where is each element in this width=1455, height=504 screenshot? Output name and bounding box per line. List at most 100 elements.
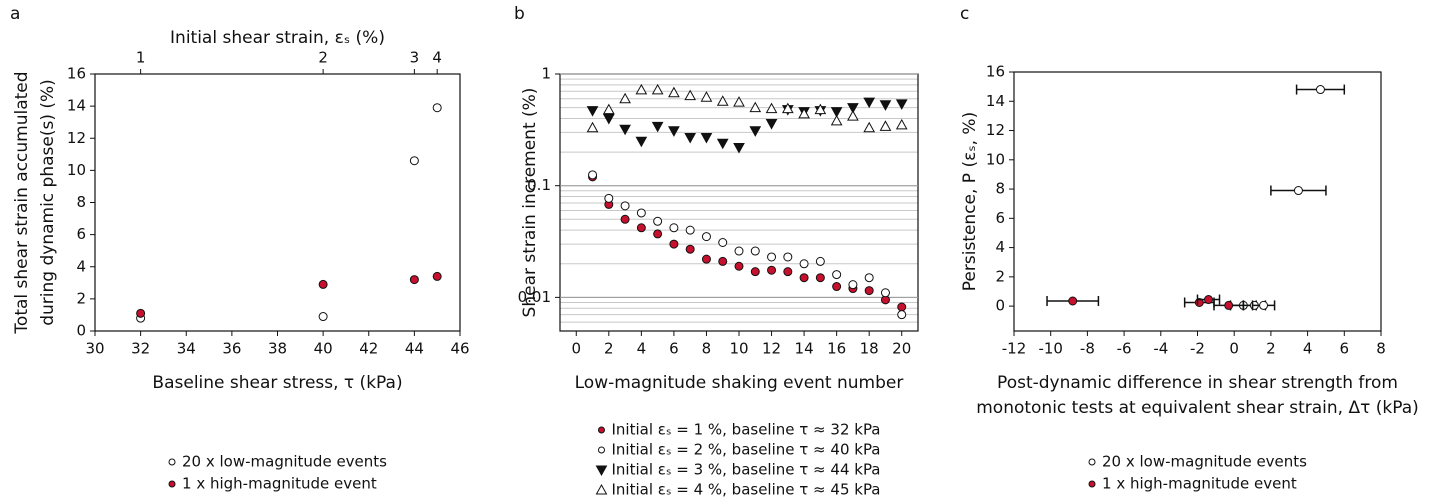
marker [750,267,760,277]
marker [653,229,663,239]
marker [734,261,744,271]
x-tick-label: 42 [359,340,378,358]
y-tick-label: 2 [995,267,1005,285]
legend-marker [595,465,608,477]
y-tick-label: 0 [995,297,1005,315]
marker [716,138,729,150]
plot-frame [1013,71,1382,332]
legend-marker [1088,458,1096,466]
marker [847,110,859,121]
y-tick-label: 10 [986,150,1005,168]
x-tick-label: 6 [1340,340,1350,358]
panel-label: b [514,4,525,24]
marker [668,86,680,98]
marker [897,310,907,320]
legend-label: Initial εₛ = 4 %, baseline τ ≈ 45 kPa [611,481,880,499]
y-tick-label: 10 [67,161,86,179]
legend-label: Initial εₛ = 1 %, baseline τ ≈ 32 kPa [611,421,880,439]
legend-label: 1 x high-magnitude event [182,475,377,493]
marker [863,121,876,133]
marker [1315,85,1325,95]
marker [733,142,745,154]
legend-marker [168,458,176,466]
marker [136,308,146,318]
marker [830,114,843,126]
marker [798,107,810,119]
x-tick-label: 8 [702,340,712,358]
marker [848,280,858,290]
marker [684,89,697,101]
y-axis-label: Shear strain increment (%) [520,88,540,318]
legend-marker [597,426,605,434]
marker [863,97,876,109]
x-axis-label: Baseline shear stress, τ (kPa) [152,373,402,393]
top-x-tick-label: 3 [410,49,420,67]
x-tick-label: -12 [1002,340,1027,358]
marker [586,106,599,117]
x-axis-label: monotonic tests at equivalent shear stra… [976,398,1419,418]
marker [619,92,631,104]
marker [602,113,615,125]
marker [897,302,907,312]
marker [636,208,646,218]
y-tick-label: 2 [76,289,86,307]
marker [830,107,843,118]
y-tick-label: 6 [76,225,86,243]
y-tick-label: 14 [67,97,86,115]
marker [733,96,745,107]
marker [409,156,419,166]
x-tick-label: 8 [1376,340,1386,358]
marker [602,103,615,115]
x-tick-label: 44 [405,340,424,358]
x-tick-label: 16 [827,340,846,358]
marker [1204,295,1214,305]
marker [651,121,664,133]
x-tick-label: 20 [892,340,911,358]
y-tick-label: 1 [541,65,551,83]
x-tick-label: 12 [762,340,781,358]
y-axis-label: Persistence, P (εₛ, %) [960,112,980,291]
y-axis-label: during dynamic phase(s) (%) [38,79,58,326]
marker [734,246,744,256]
marker [620,201,630,211]
marker [832,282,842,292]
plot-frame [94,73,461,332]
marker [588,170,598,180]
legend-label: Initial εₛ = 2 %, baseline τ ≈ 40 kPa [611,441,880,459]
marker [879,100,892,111]
marker [847,103,859,114]
y-axis-label: Total shear strain accumulated [12,71,32,334]
marker [669,223,679,233]
top-x-tick-label: 1 [136,49,146,67]
legend-marker [168,480,176,488]
x-tick-label: -4 [1153,340,1168,358]
x-tick-label: 38 [268,340,287,358]
marker [718,256,728,266]
marker [1068,296,1078,306]
marker [1259,300,1269,310]
x-tick-label: 2 [604,340,614,358]
x-tick-label: -8 [1080,340,1095,358]
x-tick-label: 4 [1303,340,1313,358]
panel-label: c [960,4,969,24]
y-tick-label: 12 [67,129,86,147]
x-tick-label: 10 [729,340,748,358]
marker [765,102,778,114]
marker [895,99,908,110]
legend-label: 20 x low-magnitude events [1102,453,1307,471]
marker [718,237,728,247]
y-tick-label: 0 [76,322,86,340]
top-x-tick-label: 2 [318,49,328,67]
marker [620,214,630,224]
marker [409,275,419,285]
legend-label: 1 x high-magnitude event [1102,475,1297,493]
x-tick-label: 14 [795,340,814,358]
marker [318,279,328,289]
x-axis-label: Post-dynamic difference in shear strengt… [997,373,1398,393]
marker [765,119,778,130]
marker [783,252,793,262]
marker [636,223,646,233]
marker [895,118,908,130]
marker [864,273,874,283]
